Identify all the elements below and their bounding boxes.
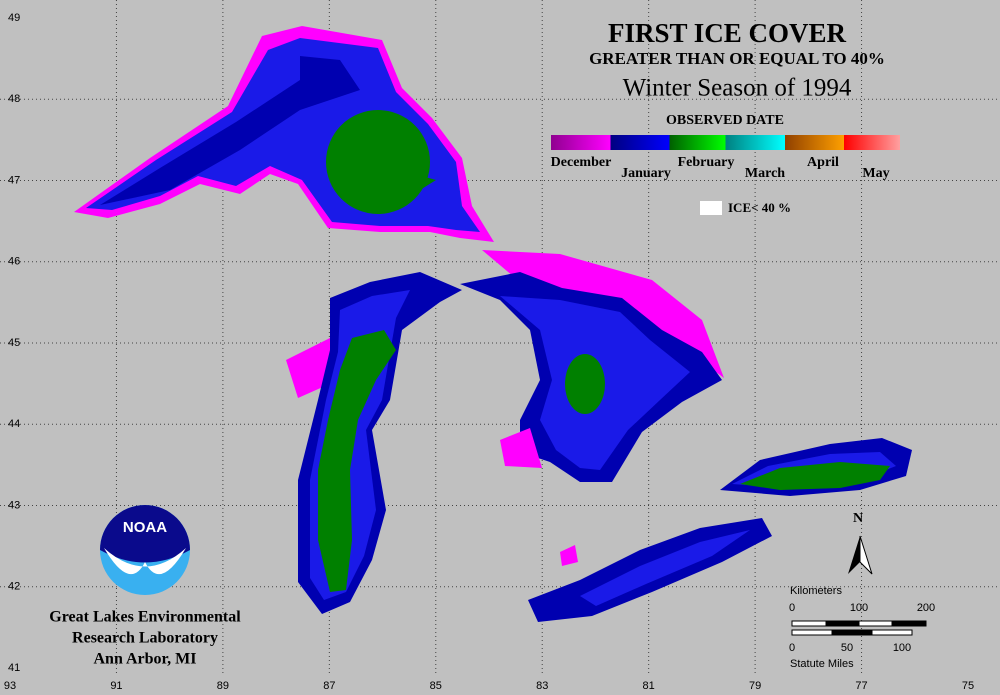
lake-michigan (286, 272, 462, 614)
scale-km-tick: 100 (850, 602, 868, 614)
title: FIRST ICE COVER (608, 18, 847, 48)
latitude-label: 45 (8, 337, 20, 349)
organization-line: Research Laboratory (72, 630, 218, 647)
north-arrow (848, 535, 873, 575)
scale-mi-tick: 0 (789, 642, 795, 654)
scale-mi-tick: 100 (893, 642, 911, 654)
lake-ontario (720, 438, 912, 496)
latitude-label: 49 (8, 12, 20, 24)
longitude-label: 79 (749, 680, 761, 692)
longitude-label: 75 (962, 680, 974, 692)
longitude-label: 83 (536, 680, 548, 692)
scale-km-tick: 0 (789, 602, 795, 614)
legend-ice-note: ICE< 40 % (728, 200, 791, 215)
legend-ice-swatch (700, 201, 722, 215)
latitude-label: 47 (8, 174, 20, 186)
subtitle: GREATER THAN OR EQUAL TO 40% (589, 49, 885, 68)
latitude-label: 42 (8, 581, 20, 593)
legend-color-bar (551, 135, 900, 150)
longitude-label: 91 (110, 680, 122, 692)
latitude-label: 46 (8, 256, 20, 268)
scale-mi-label: Statute Miles (790, 658, 854, 670)
north-label: N (853, 511, 863, 526)
scale-km-tick: 200 (917, 602, 935, 614)
lake-erie (528, 518, 772, 622)
scale-km-label: Kilometers (790, 585, 842, 597)
latitude-label: 43 (8, 499, 20, 511)
longitude-label: 87 (323, 680, 335, 692)
noaa-logo (100, 505, 190, 595)
organization-line: Great Lakes Environmental (49, 609, 241, 626)
legend-month: May (862, 166, 889, 181)
labels: 93 91 89 87 85 83 81 79 77 75 49 48 47 46 45 44 43 42 41 FI… (4, 12, 974, 692)
latitude-label: 41 (8, 662, 20, 674)
legend-title: OBSERVED DATE (666, 113, 784, 128)
legend-month: January (621, 166, 671, 181)
latitude-label: 48 (8, 93, 20, 105)
legend-month: March (745, 166, 785, 181)
lake-huron (460, 272, 722, 482)
longitude-label: 85 (430, 680, 442, 692)
season: Winter Season of 1994 (623, 75, 852, 102)
legend-month: December (551, 155, 612, 170)
scale-bar (791, 620, 927, 636)
organization-line: Ann Arbor, MI (94, 651, 197, 668)
longitude-label: 93 (4, 680, 16, 692)
legend-month: February (678, 155, 735, 170)
longitude-label: 81 (643, 680, 655, 692)
longitude-label: 77 (855, 680, 867, 692)
legend-month: April (807, 155, 839, 170)
scale-mi-tick: 50 (841, 642, 853, 654)
latitude-label: 44 (8, 418, 20, 430)
logo-text: NOAA (123, 519, 167, 536)
lake-superior (74, 26, 494, 242)
longitude-label: 89 (217, 680, 229, 692)
